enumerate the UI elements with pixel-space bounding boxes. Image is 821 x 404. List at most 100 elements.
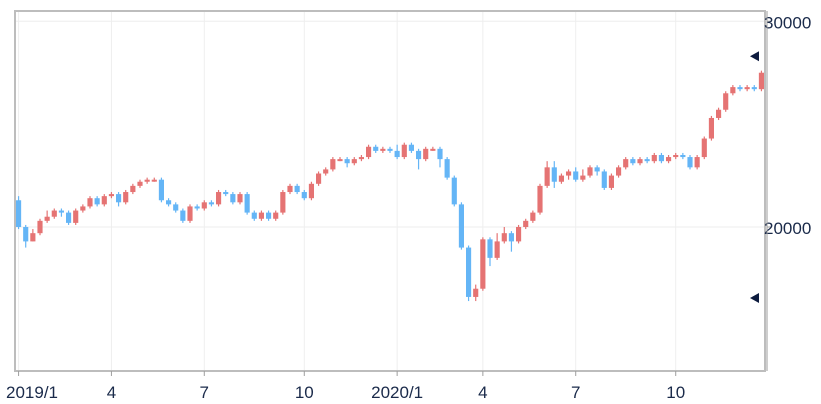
candle <box>344 157 350 168</box>
candle-body-up <box>108 194 114 197</box>
candle <box>108 192 114 199</box>
candle <box>573 167 579 182</box>
candle <box>23 224 29 248</box>
candle <box>201 200 207 211</box>
candle <box>566 169 572 180</box>
candle-body-down <box>451 177 457 205</box>
candle <box>473 284 479 302</box>
candle-body-up <box>544 167 550 186</box>
candle-body-down <box>601 171 607 188</box>
candle-body-up <box>351 159 357 164</box>
candle <box>651 152 657 164</box>
candle-body-up <box>316 173 322 184</box>
candle-body-down <box>166 200 172 205</box>
candle <box>180 208 186 223</box>
candle-body-up <box>516 227 522 242</box>
candle <box>101 194 107 207</box>
candle-body-up <box>187 206 193 221</box>
candle-body-down <box>266 212 272 219</box>
candle <box>308 181 314 201</box>
candle-body-down <box>573 171 579 180</box>
candle <box>658 152 664 164</box>
candle <box>716 107 722 121</box>
candle <box>223 189 229 197</box>
candle-body-down <box>58 210 64 213</box>
candle-body-down <box>444 159 450 178</box>
candle-body-down <box>680 155 686 158</box>
candle-body-up <box>258 212 264 219</box>
candle <box>480 237 486 291</box>
candle-body-down <box>630 159 636 164</box>
candle <box>637 157 643 166</box>
candle-body-up <box>144 179 150 182</box>
candle-body-up <box>637 159 643 164</box>
candle <box>330 157 336 172</box>
candle <box>558 173 564 184</box>
candle-body-up <box>323 169 329 174</box>
candle <box>644 157 650 164</box>
candle <box>37 218 43 236</box>
candle <box>116 192 122 207</box>
candle-body-down <box>458 204 464 248</box>
candle <box>166 198 172 207</box>
candle <box>708 115 714 141</box>
candle-body-up <box>130 185 136 193</box>
candle <box>751 85 757 92</box>
candle <box>701 136 707 160</box>
candle-body-up <box>430 148 436 151</box>
candle-body-up <box>616 167 622 176</box>
candle-body-up <box>530 212 536 221</box>
candle-body-up <box>101 196 107 205</box>
candle-body-up <box>730 87 736 94</box>
candle <box>494 233 500 260</box>
candle-body-up <box>280 192 286 213</box>
candle-body-down <box>508 233 514 242</box>
candle <box>80 204 86 213</box>
candle-body-up <box>537 185 543 213</box>
candle <box>608 173 614 190</box>
candle <box>151 177 157 182</box>
candle-body-down <box>173 204 179 211</box>
candle <box>58 208 64 217</box>
candle <box>316 171 322 186</box>
candle-body-up <box>716 109 722 118</box>
candle <box>258 210 264 221</box>
candle-body-up <box>201 202 207 209</box>
candle-body-up <box>580 175 586 180</box>
candle-body-up <box>494 241 500 258</box>
price-marker-triangle <box>750 292 759 303</box>
candle-body-up <box>87 198 93 207</box>
candle-body-up <box>666 157 672 162</box>
candle <box>730 85 736 96</box>
candle <box>680 152 686 160</box>
candle <box>208 200 214 207</box>
candle-body-down <box>251 212 257 219</box>
candle-body-up <box>673 155 679 158</box>
candle-body-up <box>651 155 657 162</box>
candle <box>380 146 386 153</box>
candle <box>408 142 414 153</box>
candle <box>458 202 464 250</box>
candle-body-down <box>23 227 29 242</box>
candle <box>694 155 700 170</box>
candle <box>666 155 672 164</box>
plot-area <box>15 11 765 371</box>
candle-body-up <box>37 220 43 234</box>
candle <box>237 192 243 205</box>
candle-body-up <box>480 239 486 289</box>
candle <box>508 231 514 252</box>
candle-body-down <box>751 87 757 90</box>
candle-body-down <box>644 159 650 162</box>
candle-body-down <box>194 206 200 209</box>
candle <box>301 189 307 201</box>
candle-body-down <box>387 148 393 151</box>
candle <box>130 183 136 195</box>
candle-body-up <box>380 148 386 151</box>
price-marker-triangle <box>750 51 759 62</box>
x-tick-label: 10 <box>666 383 685 402</box>
candle-body-up <box>366 146 372 158</box>
candle-body-up <box>30 233 36 242</box>
candle-body-up <box>358 157 364 160</box>
candle-body-up <box>44 216 50 221</box>
candle-body-up <box>523 220 529 227</box>
